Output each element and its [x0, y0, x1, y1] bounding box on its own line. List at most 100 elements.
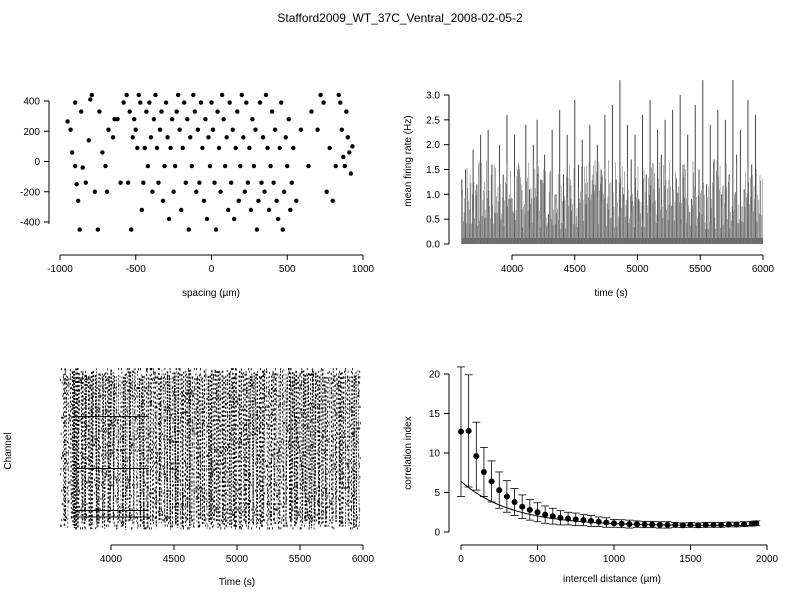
raster-burst: [296, 376, 299, 522]
spacing-point: [350, 144, 355, 149]
raster-burst: [338, 373, 342, 529]
spacing-point: [342, 163, 348, 169]
spacing-point: [79, 109, 84, 114]
correlation-panel: 0 500 1000 1500 2000 0 5 10 15 20 intercell dist…: [403, 366, 779, 585]
raster-y-label: Channel: [3, 432, 14, 469]
spacing-point: [110, 135, 116, 140]
spacing-point: [115, 116, 120, 122]
spacing-point: [207, 163, 213, 169]
raster-channel: [61, 457, 361, 460]
spacing-point: [171, 189, 176, 194]
raster-burst: [103, 372, 107, 529]
correlation-x-tick-label: 2000: [756, 554, 779, 565]
correlation-x-ticks: 0 500 1000 1500 2000: [458, 545, 779, 565]
raster-burst: [64, 375, 68, 524]
raster-burst: [154, 371, 157, 524]
raster-burst: [281, 370, 285, 523]
spacing-point: [153, 92, 158, 98]
spacing-point: [127, 109, 132, 114]
correlation-point: [480, 468, 487, 475]
raster-channel: [60, 378, 356, 381]
spacing-point: [144, 109, 149, 114]
spacing-points: [65, 92, 355, 232]
spacing-point: [130, 135, 135, 140]
spacing-point: [151, 116, 157, 122]
raster-burst: [196, 377, 200, 530]
spacing-point: [245, 180, 251, 185]
spacing-point: [203, 116, 208, 122]
spacing-point: [222, 163, 228, 169]
correlation-point: [718, 521, 725, 528]
spacing-point: [174, 109, 179, 114]
firing-rate-y-tick-label: 1.0: [426, 190, 440, 201]
raster-channel: [64, 389, 360, 392]
spacing-point: [136, 92, 141, 98]
correlation-point: [710, 521, 717, 528]
correlation-point: [458, 428, 464, 435]
raster-burst: [288, 372, 291, 521]
spacing-point: [135, 145, 140, 151]
raster-burst: [147, 377, 149, 530]
spacing-point: [215, 109, 220, 114]
spacing-point: [233, 145, 238, 151]
raster-channel: [72, 405, 361, 408]
spacing-x-tick-label: 500: [279, 264, 296, 275]
correlation-point: [595, 518, 602, 525]
correlation-point: [641, 521, 648, 528]
firing-rate-x-tick-label: 4500: [564, 264, 587, 275]
firing-rate-y-tick-label: 0.0: [426, 240, 440, 251]
spacing-point: [247, 145, 252, 151]
raster-burst: [109, 369, 112, 524]
spacing-point: [175, 92, 181, 98]
correlation-point: [526, 506, 533, 513]
spacing-point: [83, 180, 88, 185]
correlation-point: [473, 453, 480, 460]
spacing-point: [225, 207, 231, 213]
spacing-point: [309, 109, 314, 114]
spacing-point: [88, 97, 93, 102]
raster-burst: [63, 368, 66, 526]
raster-channel: [63, 376, 361, 379]
spacing-point: [104, 189, 110, 194]
raster-burst: [255, 377, 257, 530]
correlation-point: [611, 520, 617, 527]
spacing-point: [238, 163, 243, 169]
raster-channel: [68, 419, 346, 422]
spacing-point: [72, 163, 78, 169]
raster-channel: [72, 505, 355, 508]
raster-burst: [119, 375, 122, 530]
spacing-y-tick-label: 200: [23, 127, 40, 138]
spacing-point: [230, 127, 235, 132]
spacing-scatter-panel: -1000 -500 0 500 1000 400 200 0 -200 -400 spacin…: [20, 92, 375, 299]
spacing-point: [345, 135, 351, 140]
spacing-y-ticks: 400 200 0 -200 -400: [20, 97, 49, 229]
raster-x-tick-label: 6000: [352, 554, 375, 565]
raster-panel: 4000 4500 5000 5500 6000 Time (s) Channel: [3, 368, 375, 588]
spacing-point: [77, 227, 82, 232]
spacing-point: [274, 198, 279, 204]
raster-burst: [89, 375, 91, 530]
raster-burst: [169, 377, 172, 524]
spacing-point: [257, 100, 263, 105]
spacing-point: [327, 145, 332, 151]
raster-channel: [63, 413, 353, 417]
raster-burst: [285, 376, 288, 522]
spacing-point: [277, 145, 282, 151]
correlation-point: [465, 427, 472, 434]
raster-burst: [198, 374, 202, 521]
correlation-point: [588, 517, 595, 524]
firing-rate-x-tick-label: 5000: [626, 264, 649, 275]
raster-burst: [91, 370, 95, 521]
raster-burst: [291, 372, 294, 522]
spacing-point: [324, 189, 329, 194]
raster-channel: [62, 451, 346, 454]
raster-burst: [348, 376, 350, 526]
spacing-point: [74, 181, 79, 187]
spacing-point: [318, 92, 323, 98]
correlation-y-tick-label: 5: [434, 488, 440, 499]
raster-burst: [87, 377, 91, 526]
spacing-point: [103, 163, 108, 169]
correlation-point: [503, 493, 510, 500]
spacing-point: [260, 135, 266, 140]
raster-burst: [128, 371, 132, 521]
